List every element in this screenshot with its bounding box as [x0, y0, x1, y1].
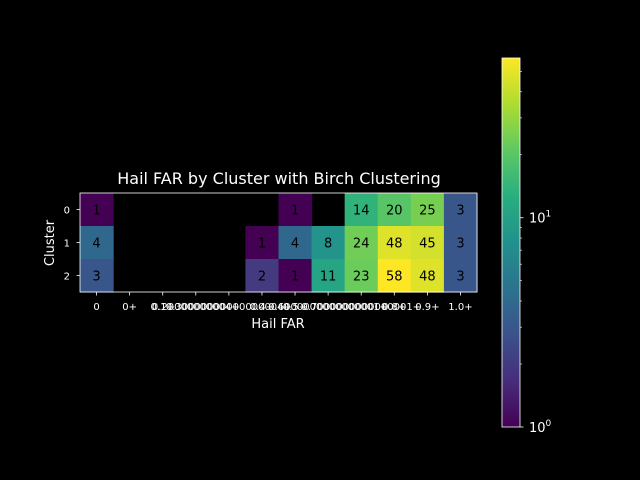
cell-value-label: 45	[419, 237, 436, 252]
cell-value-label: 3	[92, 270, 100, 285]
heatmap-cell	[344, 193, 379, 227]
heatmap-cell	[377, 226, 412, 260]
cell-value-label: 1	[258, 237, 266, 252]
cell-value-label: 3	[456, 270, 464, 285]
chart-title: Hail FAR by Cluster with Birch Clusterin…	[117, 169, 441, 188]
x-tick-label: 1.0+	[448, 302, 472, 313]
heatmap-cell	[80, 193, 114, 227]
heatmap-cell	[410, 259, 445, 293]
heatmap-cell	[245, 226, 280, 260]
colorbar-tick-label: 101	[529, 210, 551, 227]
heatmap-cell	[311, 259, 346, 293]
cell-value-label: 24	[353, 237, 370, 252]
cell-value-label: 11	[320, 270, 337, 285]
x-axis-ticks: 0 0+ 0.1+0.20000000004+0.30000000000000004…	[93, 292, 473, 313]
heatmap-cell	[443, 193, 478, 227]
x-tick-label: 0.20000000004+	[152, 302, 240, 313]
cell-value-label: 1	[291, 204, 299, 219]
cell-value-label: 3	[456, 237, 464, 252]
y-axis-ticks: 0 1 2	[64, 206, 80, 283]
colorbar-tick-label: 100	[529, 419, 552, 436]
cell-value-label: 48	[386, 237, 403, 252]
heatmap-cell	[80, 226, 114, 260]
heatmap-cell	[377, 259, 412, 293]
x-axis-label: Hail FAR	[251, 317, 304, 332]
x-tick-label: 0.6000000000000001+	[268, 302, 388, 313]
x-tick-label: 0.9+	[415, 302, 439, 313]
heatmap-cell	[278, 193, 313, 227]
heatmap-cell	[344, 226, 379, 260]
cell-value-label: 4	[291, 237, 299, 252]
cell-value-label: 1	[291, 270, 299, 285]
x-tick-label: 0.5+	[283, 302, 307, 313]
heatmap-cell	[443, 259, 478, 293]
cell-value-label: 8	[324, 237, 332, 252]
x-tick-label: 0.7000000000000001+	[301, 302, 421, 313]
heatmap-cells: 1 1 14 20 25 34 1 4 8 24 48 45 33 2 1 11 23 58 48 3	[80, 193, 478, 293]
x-tick-label: 0.4+	[250, 302, 274, 313]
colorbar-ticks: 100 101	[520, 71, 552, 436]
y-axis-label: Cluster	[43, 219, 58, 266]
cell-value-label: 14	[353, 204, 370, 219]
heatmap-cell	[344, 259, 379, 293]
heatmap-cell	[278, 226, 313, 260]
x-tick-label: 0.8+	[382, 302, 406, 313]
cell-value-label: 58	[386, 270, 403, 285]
y-tick-label: 0	[64, 206, 70, 217]
heatmap-cell	[410, 226, 445, 260]
heatmap-cell	[410, 193, 445, 227]
heatmap-cell	[443, 226, 478, 260]
y-tick-label: 2	[64, 272, 70, 283]
cell-value-label: 3	[456, 204, 464, 219]
heatmap-cell	[278, 259, 313, 293]
cell-value-label: 23	[353, 270, 370, 285]
cell-value-label: 20	[386, 204, 403, 219]
x-tick-label: 0+	[122, 302, 137, 313]
x-tick-label: 0	[93, 302, 99, 313]
x-tick-label: 0.30000000000000004+	[166, 302, 292, 313]
heatmap-cell	[311, 226, 346, 260]
x-tick-label: 0.1+	[151, 302, 175, 313]
cell-value-label: 4	[92, 237, 100, 252]
heatmap-cell	[245, 259, 280, 293]
cell-value-label: 48	[419, 270, 436, 285]
colorbar	[501, 57, 521, 428]
y-tick-label: 1	[64, 239, 70, 250]
cell-value-label: 2	[258, 270, 266, 285]
cell-value-label: 1	[92, 204, 100, 219]
heatmap-cell	[80, 259, 114, 293]
heatmap-cell	[377, 193, 412, 227]
cell-value-label: 25	[419, 204, 436, 219]
